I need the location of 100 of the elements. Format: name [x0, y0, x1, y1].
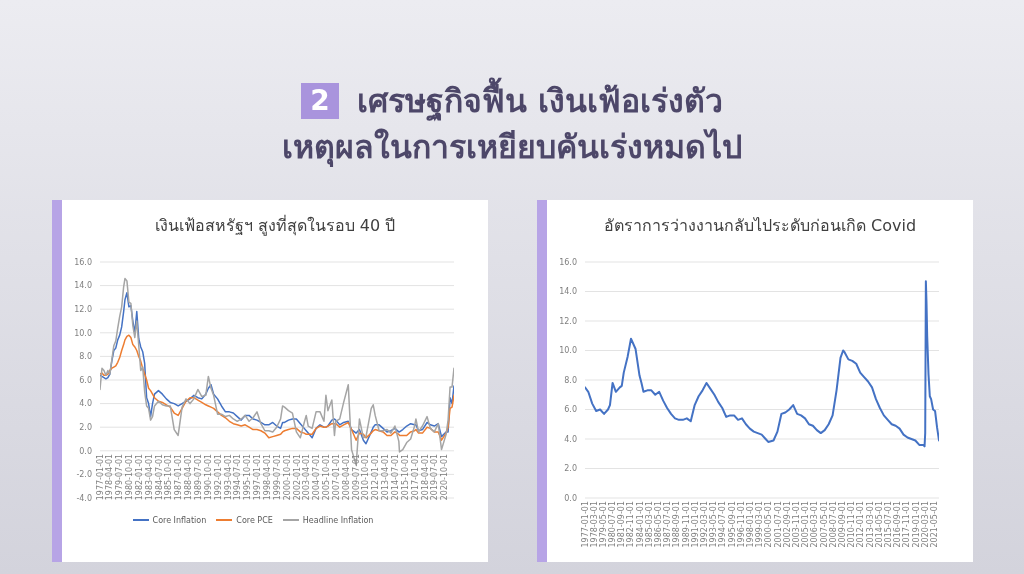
x-tick-label: 2020-03-01 — [920, 501, 930, 548]
line-series — [100, 291, 454, 445]
x-tick-label: 2006-03-01 — [810, 501, 820, 548]
text: เหตุผลในการเหยียบคันเร่งหมดไป — [282, 128, 742, 166]
x-tick-label: 1995-09-01 — [727, 501, 737, 548]
x-tick-label: 2012-01-01 — [371, 453, 381, 501]
x-tick-label: 2015-10-01 — [400, 453, 410, 501]
y-tick-label: 6.0 — [79, 375, 92, 385]
y-tick-label: 16.0 — [74, 257, 92, 267]
x-tick-label: 2008-04-01 — [341, 453, 351, 501]
y-tick-label: 10.0 — [559, 346, 577, 356]
x-tick-label: 1994-07-01 — [718, 501, 728, 548]
x-tick-label: 2002-09-01 — [782, 501, 792, 548]
x-tick-label: 2018-04-01 — [420, 453, 430, 501]
x-tick-label: 2004-07-01 — [312, 453, 322, 501]
x-tick-label: 1981-09-01 — [617, 501, 627, 548]
x-tick-label: 2013-03-01 — [865, 501, 875, 548]
x-tick-label: 1989-07-01 — [194, 453, 204, 501]
x-tick-label: 2020-10-01 — [440, 453, 450, 501]
y-tick-label: 0.0 — [79, 446, 92, 456]
x-tick-label: 1984-07-01 — [154, 453, 164, 501]
x-tick-label: 2008-07-01 — [828, 501, 838, 548]
x-tick-label: 1997-01-01 — [253, 453, 263, 501]
x-tick-label: 1994-07-01 — [233, 453, 243, 501]
x-tick-label: 2003-11-01 — [791, 501, 801, 548]
x-tick-label: 1999-07-01 — [272, 453, 282, 501]
x-tick-label: 2000-05-01 — [764, 501, 774, 548]
chart-title: เงินเฟ้อสหรัฐฯ สูงที่สุดในรอบ 40 ปี — [154, 216, 396, 235]
y-tick-label: 0.0 — [564, 493, 577, 503]
x-tick-label: 1979-05-01 — [598, 501, 608, 548]
x-tick-label: 1993-04-01 — [223, 453, 233, 501]
x-tick-label: 1980-10-01 — [125, 453, 135, 501]
x-tick-label: 1982-01-01 — [134, 453, 144, 501]
x-tick-label: 2014-05-01 — [874, 501, 884, 548]
chart-title: อัตราการว่างงานกลับไประดับก่อนเกิด Covid — [603, 216, 917, 235]
x-tick-label: 2003-04-01 — [302, 453, 312, 501]
x-tick-label: 1989-11-01 — [681, 501, 691, 548]
x-tick-label: 2007-05-01 — [819, 501, 829, 548]
x-tick-label: 1985-10-01 — [164, 453, 174, 501]
x-tick-label: 2012-01-01 — [856, 501, 866, 548]
x-tick-label: 2013-04-01 — [381, 453, 391, 501]
y-tick-label: 12.0 — [74, 305, 92, 315]
y-tick-label: 8.0 — [564, 375, 577, 385]
x-tick-label: 1985-03-01 — [644, 501, 654, 548]
y-tick-label: -4.0 — [76, 493, 92, 503]
x-tick-label: 1978-03-01 — [589, 501, 599, 548]
x-tick-label: 1992-03-01 — [700, 501, 710, 548]
x-tick-label: 1993-05-01 — [709, 501, 719, 548]
x-tick-label: 1999-03-01 — [755, 501, 765, 548]
x-tick-label: 2005-10-01 — [322, 453, 332, 501]
x-tick-label: 1990-10-01 — [203, 453, 213, 501]
x-tick-label: 1984-01-01 — [635, 501, 645, 548]
y-tick-label: 2.0 — [79, 423, 92, 433]
y-tick-label: 14.0 — [74, 281, 92, 291]
x-tick-label: 2009-09-01 — [837, 501, 847, 548]
y-tick-label: 8.0 — [79, 352, 92, 362]
x-tick-label: 2021-05-01 — [929, 501, 939, 548]
x-tick-label: 1988-04-01 — [184, 453, 194, 501]
x-tick-label: 2017-01-01 — [410, 453, 420, 501]
x-tick-label: 1977-01-01 — [580, 501, 590, 548]
x-tick-label: 1979-07-01 — [115, 453, 125, 501]
x-tick-label: 2019-01-01 — [911, 501, 921, 548]
x-tick-label: 1986-05-01 — [654, 501, 664, 548]
text: เศรษฐกิจฟื้น เงินเฟ้อเร่งตัว — [356, 78, 724, 123]
x-tick-label: 1992-01-01 — [213, 453, 223, 501]
x-tick-label: 1991-01-01 — [690, 501, 700, 548]
x-tick-label: 1995-10-01 — [243, 453, 253, 501]
x-tick-label: 2001-07-01 — [773, 501, 783, 548]
x-tick-label: 1980-07-01 — [608, 501, 618, 548]
x-tick-label: 1982-11-01 — [626, 501, 636, 548]
line-series — [585, 280, 939, 448]
x-tick-label: 2015-07-01 — [883, 501, 893, 548]
x-tick-label: 1998-04-01 — [262, 453, 272, 501]
x-tick-label: 2007-01-01 — [331, 453, 341, 501]
y-tick-label: 4.0 — [79, 399, 92, 409]
x-tick-label: 1978-04-01 — [105, 453, 115, 501]
y-tick-label: 14.0 — [559, 287, 577, 297]
x-tick-label: 2017-11-01 — [902, 501, 912, 548]
y-tick-label: 12.0 — [559, 316, 577, 326]
x-tick-label: 1988-09-01 — [672, 501, 682, 548]
y-tick-label: 6.0 — [564, 405, 577, 415]
x-tick-label: 1983-04-01 — [144, 453, 154, 501]
text: 2 — [300, 83, 339, 119]
legend-label: Core PCE — [236, 515, 273, 525]
x-tick-label: 1996-11-01 — [736, 501, 746, 548]
x-tick-label: 2002-01-01 — [292, 453, 302, 501]
x-tick-label: 2019-07-01 — [430, 453, 440, 501]
x-tick-label: 2005-01-01 — [801, 501, 811, 548]
y-tick-label: 16.0 — [559, 257, 577, 267]
y-tick-label: 2.0 — [564, 464, 577, 474]
y-tick-label: 4.0 — [564, 434, 577, 444]
x-tick-label: 2010-10-01 — [361, 453, 371, 501]
y-tick-label: 10.0 — [74, 328, 92, 338]
x-tick-label: 2016-09-01 — [893, 501, 903, 548]
x-tick-label: 1977-01-01 — [95, 453, 105, 501]
legend-label: Headline Inflation — [302, 515, 374, 525]
x-tick-label: 1998-01-01 — [746, 501, 756, 548]
legend-label: Core Inflation — [152, 515, 207, 525]
y-tick-label: -2.0 — [76, 470, 92, 480]
x-tick-label: 1987-01-01 — [174, 453, 184, 501]
